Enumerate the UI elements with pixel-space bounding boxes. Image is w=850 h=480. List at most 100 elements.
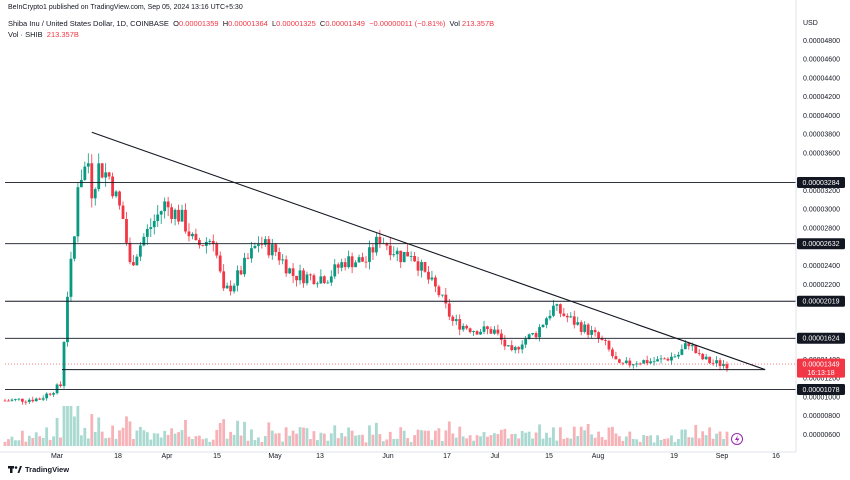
- volume-bar: [347, 427, 351, 446]
- candle-body: [24, 401, 28, 403]
- volume-bar: [156, 433, 160, 446]
- volume-bar: [66, 406, 69, 446]
- x-tick-label: Apr: [162, 453, 174, 460]
- candle-body: [277, 252, 281, 261]
- candle-body: [447, 303, 451, 317]
- candle-body: [104, 172, 108, 178]
- candle-body: [697, 353, 701, 354]
- volume-bar: [541, 438, 545, 446]
- volume-bar: [177, 432, 180, 446]
- candle-body: [322, 276, 326, 284]
- volume-bar: [319, 432, 323, 446]
- volume-bar: [673, 442, 677, 446]
- volume-bar: [76, 406, 80, 446]
- candle-body: [708, 356, 712, 364]
- price-tags: 0.00003284 0.00002632 0.00002019 0.00001624…: [797, 177, 845, 396]
- volume-bar: [79, 435, 83, 446]
- volume-bar: [656, 435, 659, 446]
- volume-bar: [375, 422, 378, 446]
- candle-body: [305, 274, 309, 284]
- candle-body: [461, 325, 465, 330]
- volume-bar: [333, 425, 337, 446]
- candlesticks: [3, 153, 729, 405]
- volume-bar: [340, 433, 344, 446]
- candle-body: [38, 398, 42, 400]
- candle-body: [107, 172, 111, 177]
- volume-bar: [722, 438, 725, 446]
- volume-bar: [145, 432, 149, 446]
- candle-body: [402, 251, 406, 263]
- volume-bar: [17, 440, 21, 446]
- x-tick-label: Mar: [51, 453, 64, 460]
- candle-body: [218, 255, 222, 272]
- candle-body: [371, 247, 375, 253]
- candle-body: [267, 239, 271, 256]
- candle-body: [194, 233, 198, 240]
- volume-bars: [3, 406, 729, 446]
- candle-body: [673, 356, 677, 358]
- volume-bar: [434, 430, 437, 446]
- volume-series-label[interactable]: Vol · SHIB: [8, 30, 43, 39]
- volume-bar: [312, 431, 316, 446]
- volume-bar: [329, 433, 333, 446]
- candle-body: [232, 285, 236, 292]
- level-tag-bg: [797, 384, 845, 396]
- candle-body: [250, 248, 253, 259]
- volume-bar: [34, 432, 38, 446]
- symbol-title[interactable]: Shiba Inu / United States Dollar, 1D, CO…: [8, 19, 169, 28]
- x-tick-label: Jun: [382, 453, 393, 460]
- volume-bar: [486, 436, 489, 446]
- candle-body: [100, 163, 104, 178]
- candle-body: [132, 262, 135, 266]
- candle-body: [364, 261, 368, 263]
- volume-bar: [604, 439, 607, 446]
- y-tick-label: 0.00004600: [803, 57, 840, 64]
- candle-body: [270, 244, 274, 256]
- candle-body: [243, 257, 246, 275]
- candle-body: [385, 243, 389, 246]
- ohlc-row: Shiba Inu / United States Dollar, 1D, CO…: [8, 18, 494, 29]
- candle-body: [253, 245, 257, 249]
- candle-body: [177, 209, 180, 222]
- candle-body: [73, 236, 76, 259]
- candle-body: [642, 360, 646, 364]
- candle-body: [451, 316, 455, 322]
- volume-bar: [676, 439, 680, 446]
- volume-bar: [288, 435, 292, 446]
- lightning-icon[interactable]: [731, 433, 743, 445]
- candle-body: [558, 304, 562, 314]
- level-tag-bg: [797, 177, 845, 189]
- x-tick-label: 18: [114, 453, 122, 460]
- candle-body: [83, 166, 87, 180]
- y-tick-label: 0.00000800: [803, 413, 840, 420]
- volume-bar: [701, 431, 705, 446]
- candle-body: [114, 191, 118, 197]
- volume-bar: [211, 439, 215, 446]
- y-tick-label: 0.00003600: [803, 150, 840, 157]
- vol-label: Vol: [449, 19, 460, 28]
- candle-body: [694, 345, 698, 354]
- volume-bar: [357, 435, 361, 446]
- candle-body: [319, 276, 323, 284]
- candle-body: [173, 209, 177, 219]
- volume-bar: [180, 430, 184, 446]
- candle-body: [486, 326, 489, 330]
- volume-bar: [506, 438, 510, 446]
- candle-body: [614, 356, 618, 360]
- high-label: H: [222, 19, 229, 28]
- candle-body: [378, 236, 382, 244]
- volume-bar: [617, 436, 621, 446]
- y-tick-label: 0.00004400: [803, 75, 840, 82]
- tradingview-footer[interactable]: TradingView: [8, 465, 69, 474]
- candle-body: [683, 343, 687, 350]
- volume-bar: [142, 430, 146, 446]
- volume-bar: [461, 436, 465, 446]
- x-tick-label: 19: [670, 453, 678, 460]
- candle-body: [309, 274, 312, 276]
- volume-bar: [354, 435, 357, 446]
- volume-bar: [10, 436, 14, 446]
- candle-body: [579, 322, 583, 332]
- volume-bar: [135, 430, 139, 446]
- volume-bar: [48, 439, 52, 446]
